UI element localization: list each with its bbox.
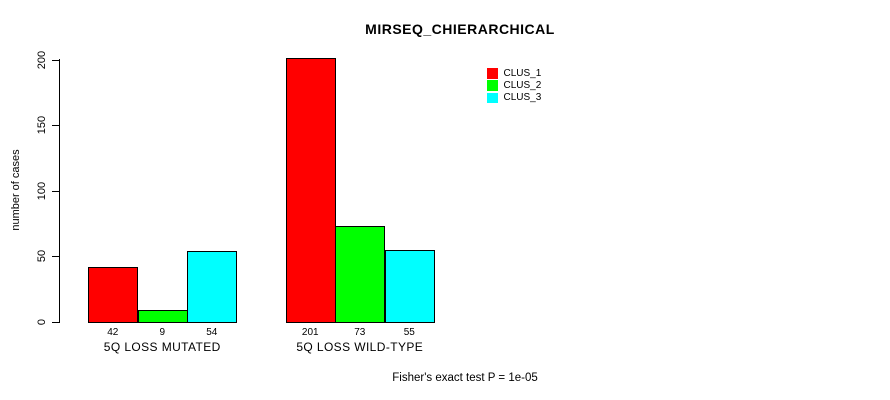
bar-value-label: 55 <box>403 327 415 338</box>
y-tick-mark <box>52 190 59 192</box>
legend-swatch-clus_2 <box>487 80 498 91</box>
y-tick-label: 100 <box>36 181 48 200</box>
bar-clus_1 <box>88 266 138 323</box>
legend-swatch-clus_3 <box>487 92 498 104</box>
bar-value-label: 42 <box>107 327 119 338</box>
legend-swatch-clus_1 <box>487 68 498 79</box>
legend-item-clus_3: CLUS_3 <box>487 89 542 104</box>
y-tick-label: 50 <box>36 250 48 263</box>
legend-item-clus_2: CLUS_2 <box>487 77 542 92</box>
bar-clus_2 <box>137 310 188 323</box>
bar-clus_2 <box>335 226 385 323</box>
category-label: 5Q LOSS MUTATED <box>103 340 221 354</box>
y-tick-mark <box>52 256 59 258</box>
y-tick-label: 150 <box>36 115 48 135</box>
bar-clus_3 <box>187 251 237 323</box>
category-label: 5Q LOSS WILD-TYPE <box>296 340 424 354</box>
bar-value-label: 201 <box>301 327 319 338</box>
y-tick-label: 200 <box>36 50 48 69</box>
y-tick-mark <box>52 59 59 61</box>
bar-clus_3 <box>384 249 435 323</box>
bar-value-label: 73 <box>354 327 366 338</box>
bar-value-label: 54 <box>206 327 218 338</box>
y-tick-mark <box>52 322 59 323</box>
y-axis-label: number of cases <box>10 149 22 231</box>
chart-title: MIRSEQ_CHIERARCHICAL <box>365 21 555 37</box>
legend-item-clus_1: CLUS_1 <box>487 65 542 79</box>
y-tick-mark <box>52 125 59 127</box>
bar-value-label: 9 <box>159 327 166 338</box>
y-axis-line <box>59 59 60 323</box>
bar-clus_1 <box>285 58 336 323</box>
y-tick-label: 0 <box>36 318 48 326</box>
legend-label: CLUS_3 <box>503 92 542 104</box>
legend-label: CLUS_2 <box>503 80 542 92</box>
legend-label: CLUS_1 <box>503 67 542 79</box>
fisher-test-annotation: Fisher's exact test P = 1e-05 <box>392 372 538 384</box>
